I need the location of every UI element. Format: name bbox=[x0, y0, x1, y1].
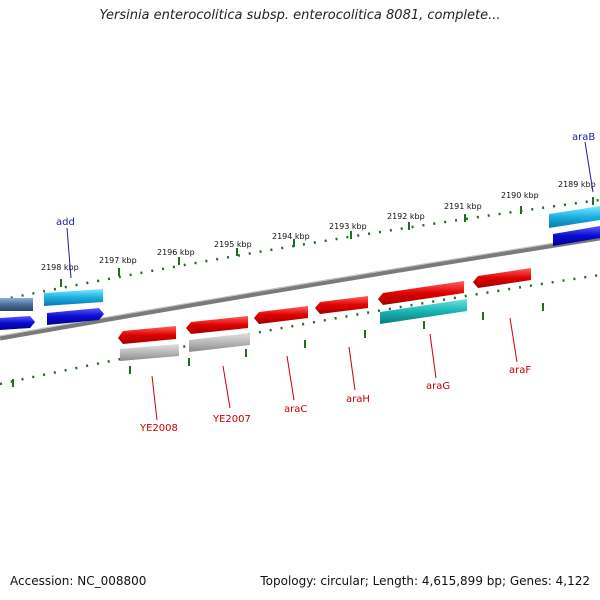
gene-label-araG[interactable]: araG bbox=[426, 381, 450, 392]
kbp-label-2197: 2197 kbp bbox=[99, 256, 137, 265]
gene-label-add[interactable]: add bbox=[56, 217, 75, 228]
gene-feature[interactable] bbox=[120, 344, 179, 361]
araC-leader-line bbox=[286, 355, 295, 401]
gene-araH[interactable] bbox=[315, 296, 368, 314]
map-title: Yersinia enterocolitica subsp. enterocol… bbox=[99, 8, 501, 23]
lower-ruler-major-ticks bbox=[12, 303, 544, 387]
araB-leader-line bbox=[584, 141, 594, 193]
gene-label-araB[interactable]: araB bbox=[572, 132, 595, 143]
gene-YE2008[interactable] bbox=[118, 326, 176, 344]
gene-araF[interactable] bbox=[473, 268, 531, 288]
gene-label-araC[interactable]: araC bbox=[284, 404, 307, 415]
gene-add[interactable] bbox=[44, 289, 103, 306]
gene-YE2007[interactable] bbox=[186, 316, 248, 334]
kbp-label-2198: 2198 kbp bbox=[41, 263, 79, 272]
kbp-label-2196: 2196 kbp bbox=[157, 248, 195, 257]
gene-label-YE2007[interactable]: YE2007 bbox=[212, 414, 251, 425]
araG-leader-line bbox=[429, 333, 437, 379]
add-leader-line bbox=[66, 227, 72, 279]
kbp-label-2192: 2192 kbp bbox=[387, 212, 425, 221]
kbp-label-2191: 2191 kbp bbox=[444, 202, 482, 211]
kbp-label-2189: 2189 kbp bbox=[558, 180, 596, 189]
kbp-label-2190: 2190 kbp bbox=[501, 191, 539, 200]
accession-text: Accession: NC_008800 bbox=[10, 574, 147, 588]
upper-ruler-major-ticks bbox=[60, 197, 594, 287]
araF-leader-line bbox=[509, 317, 518, 363]
gene-label-araH[interactable]: araH bbox=[346, 394, 370, 405]
gene-label-YE2008[interactable]: YE2008 bbox=[139, 423, 178, 434]
kbp-label-2193: 2193 kbp bbox=[329, 222, 367, 231]
gene-feature[interactable] bbox=[47, 308, 104, 325]
genome-summary-text: Topology: circular; Length: 4,615,899 bp… bbox=[260, 574, 590, 588]
gene-araB[interactable] bbox=[549, 206, 600, 228]
gene-feature[interactable] bbox=[0, 316, 35, 330]
kbp-label-2194: 2194 kbp bbox=[272, 232, 310, 241]
gene-feature[interactable] bbox=[378, 281, 464, 305]
gene-araC[interactable] bbox=[254, 306, 308, 324]
gene-araG[interactable] bbox=[380, 299, 467, 324]
gene-feature[interactable] bbox=[189, 333, 250, 352]
YE2008-leader-line bbox=[151, 375, 158, 421]
gene-feature[interactable] bbox=[553, 226, 600, 246]
gene-label-araF[interactable]: araF bbox=[509, 365, 531, 376]
genome-backbone bbox=[0, 235, 600, 341]
araH-leader-line bbox=[348, 346, 356, 391]
YE2007-leader-line bbox=[222, 365, 231, 409]
kbp-label-2195: 2195 kbp bbox=[214, 240, 252, 249]
gene-feature[interactable] bbox=[0, 298, 33, 311]
